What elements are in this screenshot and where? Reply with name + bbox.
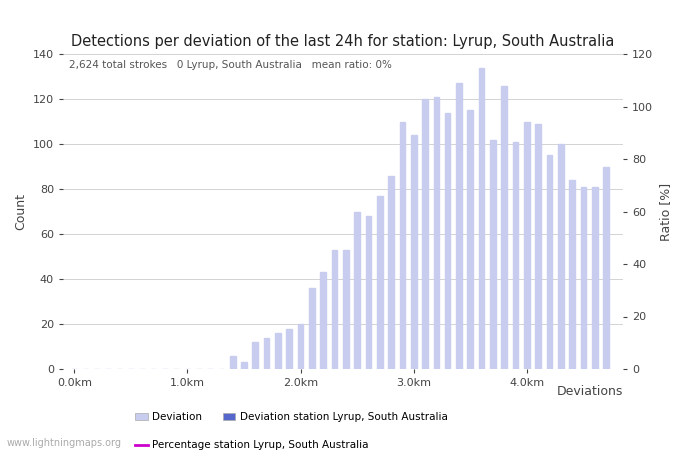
Bar: [354, 212, 360, 369]
Bar: [400, 122, 405, 369]
Bar: [389, 176, 394, 369]
Bar: [580, 187, 586, 369]
Bar: [365, 216, 371, 369]
Bar: [422, 99, 428, 369]
Bar: [603, 166, 609, 369]
Bar: [433, 97, 439, 369]
Bar: [321, 272, 326, 369]
Bar: [558, 144, 564, 369]
Bar: [230, 356, 235, 369]
Y-axis label: Count: Count: [14, 193, 27, 230]
Bar: [536, 124, 541, 369]
Bar: [512, 142, 519, 369]
Bar: [298, 324, 303, 369]
Bar: [377, 196, 383, 369]
Bar: [264, 338, 270, 369]
Text: www.lightningmaps.org: www.lightningmaps.org: [7, 438, 122, 448]
Text: 2,624 total strokes   0 Lyrup, South Australia   mean ratio: 0%: 2,624 total strokes 0 Lyrup, South Austr…: [69, 60, 391, 70]
Bar: [411, 135, 416, 369]
Bar: [286, 328, 292, 369]
Bar: [253, 342, 258, 369]
Bar: [343, 250, 349, 369]
Bar: [456, 83, 462, 369]
Bar: [332, 250, 337, 369]
Bar: [309, 288, 315, 369]
Bar: [444, 112, 451, 369]
Legend: Percentage station Lyrup, South Australia: Percentage station Lyrup, South Australi…: [135, 441, 369, 450]
Bar: [569, 180, 575, 369]
Bar: [524, 122, 530, 369]
Bar: [479, 68, 484, 369]
Title: Detections per deviation of the last 24h for station: Lyrup, South Australia: Detections per deviation of the last 24h…: [71, 34, 615, 49]
Bar: [547, 155, 552, 369]
Y-axis label: Ratio [%]: Ratio [%]: [659, 182, 672, 241]
Bar: [501, 86, 507, 369]
Bar: [241, 362, 247, 369]
Bar: [275, 333, 281, 369]
Text: Deviations: Deviations: [556, 385, 623, 398]
Bar: [468, 110, 473, 369]
Bar: [490, 140, 496, 369]
Bar: [592, 187, 598, 369]
